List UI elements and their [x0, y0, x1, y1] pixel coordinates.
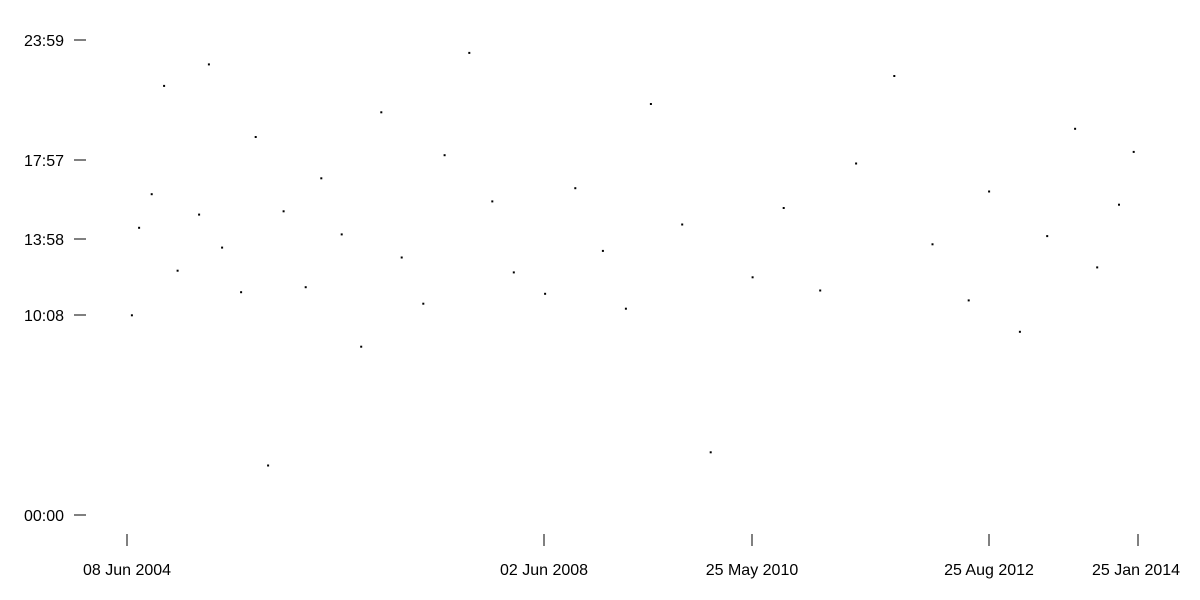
scatter-point	[443, 154, 446, 157]
scatter-point	[1074, 127, 1077, 130]
x-tick-label: 25 Aug 2012	[944, 562, 1034, 579]
scatter-point	[649, 103, 652, 105]
scatter-point	[254, 136, 257, 138]
scatter-points	[130, 51, 1135, 467]
scatter-point	[130, 314, 133, 317]
scatter-point	[681, 223, 684, 226]
y-tick-label: 23:59	[24, 33, 64, 50]
scatter-point	[1118, 203, 1120, 206]
scatter-point	[150, 193, 153, 196]
x-axis: 08 Jun 2004 02 Jun 2008 25 May 2010 25 A…	[83, 534, 1180, 579]
scatter-point	[163, 84, 166, 87]
y-tick-label: 00:00	[24, 508, 64, 525]
scatter-point	[988, 190, 991, 193]
scatter-point	[1096, 266, 1099, 269]
x-tick-label: 25 Jan 2014	[1092, 562, 1180, 579]
scatter-point	[544, 292, 547, 295]
x-tick-label: 02 Jun 2008	[500, 562, 588, 579]
scatter-point	[1132, 150, 1135, 153]
y-tick-label: 10:08	[24, 308, 64, 325]
scatter-point	[819, 289, 822, 292]
scatter-point	[1018, 330, 1021, 333]
scatter-point	[967, 299, 970, 302]
scatter-point	[400, 256, 403, 259]
scatter-point	[282, 210, 285, 213]
x-tick-label: 08 Jun 2004	[83, 562, 171, 579]
scatter-point	[267, 464, 270, 467]
scatter-point	[380, 111, 383, 114]
y-axis: 00:00 10:08 13:58 17:57 23:59	[24, 33, 86, 525]
scatter-point	[1046, 235, 1049, 238]
y-tick-label: 17:57	[24, 153, 64, 170]
scatter-point	[855, 162, 858, 165]
scatter-point	[304, 286, 307, 289]
x-tick-label: 25 May 2010	[706, 562, 799, 579]
scatter-point	[893, 75, 896, 77]
scatter-point	[601, 249, 604, 252]
scatter-point	[512, 271, 515, 274]
scatter-point	[198, 213, 201, 216]
y-tick-label: 13:58	[24, 232, 64, 249]
scatter-point	[240, 291, 243, 294]
scatter-point	[782, 207, 785, 209]
scatter-point	[340, 233, 343, 236]
scatter-point	[751, 276, 754, 279]
scatter-point	[360, 345, 363, 348]
scatter-point	[138, 226, 141, 229]
scatter-point	[176, 269, 179, 272]
scatter-point	[574, 187, 577, 190]
scatter-point	[491, 200, 494, 203]
scatter-point	[320, 177, 323, 180]
scatter-point	[468, 51, 471, 54]
scatter-point	[931, 243, 934, 246]
scatter-point	[221, 246, 224, 249]
scatter-point	[709, 451, 712, 454]
scatter-point	[422, 302, 425, 305]
scatter-point	[207, 63, 210, 66]
scatter-point	[624, 307, 627, 310]
